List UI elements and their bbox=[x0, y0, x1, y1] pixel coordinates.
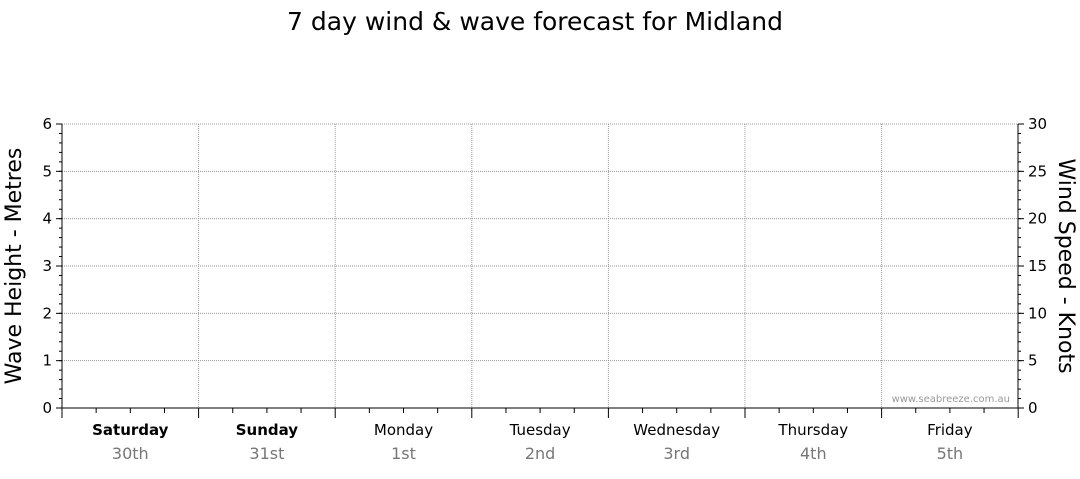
left-tick-label: 3 bbox=[42, 257, 52, 275]
day-label-saturday: Saturday bbox=[92, 421, 169, 439]
day-label-sunday: Sunday bbox=[236, 421, 299, 439]
day-label-tuesday: Tuesday bbox=[509, 421, 571, 439]
day-label-monday: Monday bbox=[374, 421, 433, 439]
right-tick-label: 10 bbox=[1028, 304, 1047, 322]
left-axis-title: Wave Height - Metres bbox=[2, 148, 27, 385]
chart-title: 7 day wind & wave forecast for Midland bbox=[287, 7, 783, 36]
day-label-friday: Friday bbox=[927, 421, 973, 439]
day-label-thursday: Thursday bbox=[777, 421, 848, 439]
left-tick-label: 6 bbox=[42, 115, 52, 133]
right-tick-label: 0 bbox=[1028, 399, 1038, 417]
day-date-saturday: 30th bbox=[112, 444, 149, 463]
right-axis-title: Wind Speed - Knots bbox=[1053, 158, 1078, 373]
day-date-tuesday: 2nd bbox=[525, 444, 555, 463]
day-date-sunday: 31st bbox=[249, 444, 284, 463]
day-date-thursday: 4th bbox=[800, 444, 827, 463]
right-tick-label: 30 bbox=[1028, 115, 1047, 133]
right-tick-label: 5 bbox=[1028, 352, 1038, 370]
left-tick-label: 0 bbox=[42, 399, 52, 417]
right-tick-label: 25 bbox=[1028, 162, 1047, 180]
day-date-monday: 1st bbox=[391, 444, 416, 463]
right-tick-label: 20 bbox=[1028, 210, 1047, 228]
day-date-wednesday: 3rd bbox=[663, 444, 690, 463]
plot-area: 0 1 2 3 4 5 6 0 5 10 15 20 25 30 Saturday 30th Sunday 31s… bbox=[42, 115, 1047, 463]
left-tick-label: 1 bbox=[42, 352, 52, 370]
watermark: www.seabreeze.com.au bbox=[892, 394, 1010, 405]
right-tick-label: 15 bbox=[1028, 257, 1047, 275]
left-tick-label: 4 bbox=[42, 210, 52, 228]
day-label-wednesday: Wednesday bbox=[633, 421, 720, 439]
left-tick-label: 2 bbox=[42, 304, 52, 322]
day-date-friday: 5th bbox=[937, 444, 964, 463]
left-tick-label: 5 bbox=[42, 162, 52, 180]
